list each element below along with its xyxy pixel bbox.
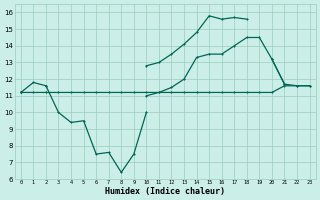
- X-axis label: Humidex (Indice chaleur): Humidex (Indice chaleur): [105, 187, 225, 196]
